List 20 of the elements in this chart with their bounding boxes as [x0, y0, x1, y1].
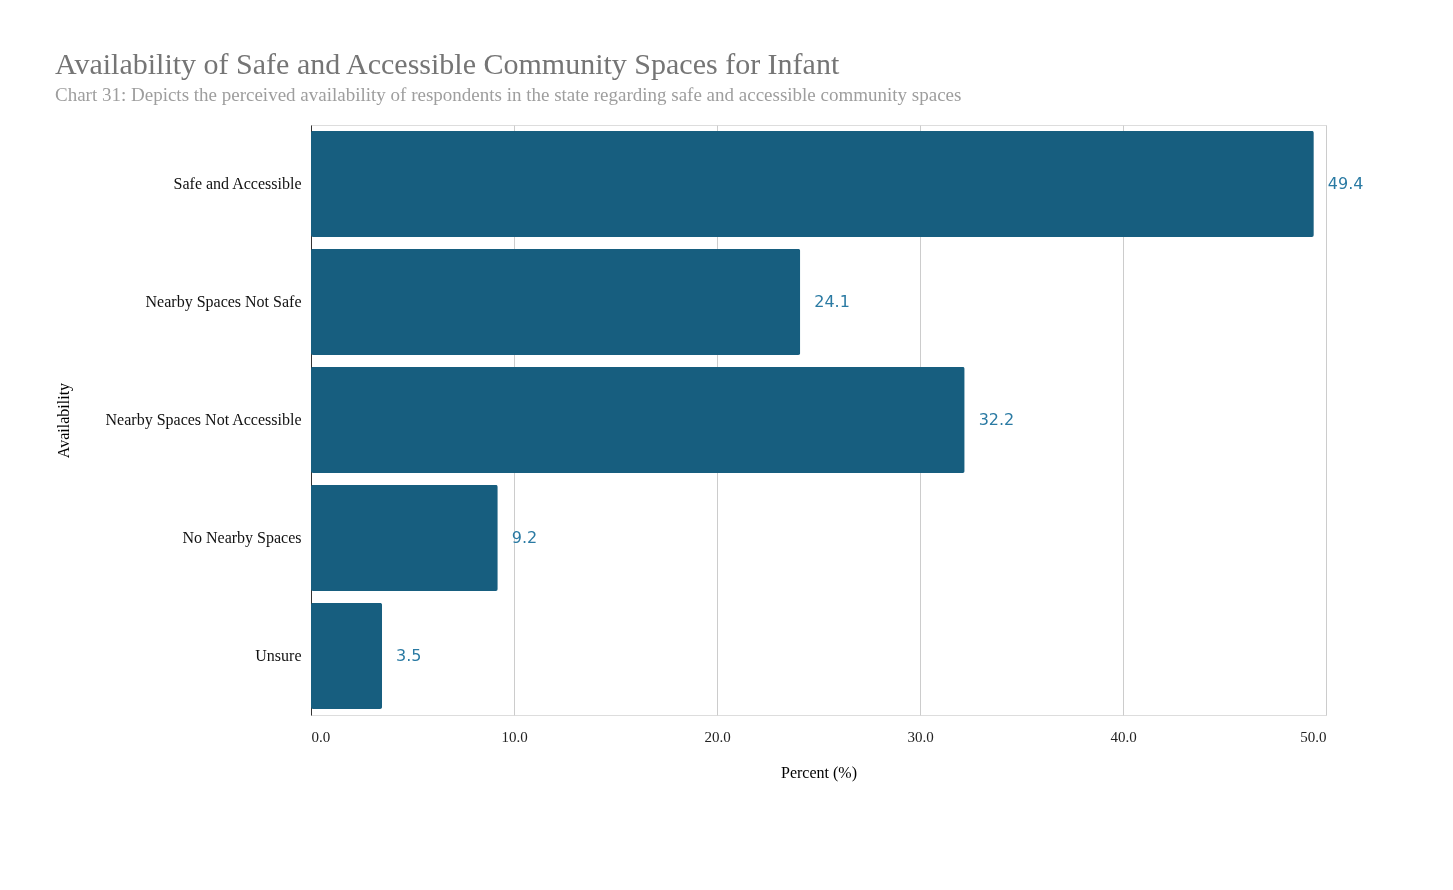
x-tick-label: 40.0 — [1110, 728, 1137, 745]
y-tick-label: Nearby Spaces Not Safe — [145, 293, 302, 311]
x-tick-label: 30.0 — [907, 728, 934, 745]
data-label: 24.1 — [814, 292, 850, 311]
x-tick-label: 50.0 — [1300, 728, 1327, 745]
y-axis-title: Availability — [54, 382, 73, 459]
x-axis-title: Percent (%) — [781, 763, 857, 782]
chart-subtitle: Chart 31: Depicts the perceived availability of respondents in the state regarding safe and accessible community spaces — [55, 84, 962, 105]
chart-title: Availability of Safe and Accessible Community Spaces for Infant — [55, 47, 840, 80]
data-label: 49.4 — [1327, 174, 1364, 193]
y-tick-label: Unsure — [255, 647, 302, 664]
y-tick-label: Nearby Spaces Not Accessible — [105, 411, 302, 429]
data-label: 3.5 — [396, 646, 422, 665]
x-tick-label: 10.0 — [501, 728, 528, 745]
y-tick-label: Safe and Accessible — [173, 175, 302, 192]
x-tick-label: 0.0 — [311, 728, 331, 745]
data-label: 32.2 — [978, 410, 1015, 429]
y-tick-label: No Nearby Spaces — [182, 529, 302, 547]
data-label: 9.2 — [511, 528, 538, 547]
x-tick-label: 20.0 — [704, 728, 731, 745]
